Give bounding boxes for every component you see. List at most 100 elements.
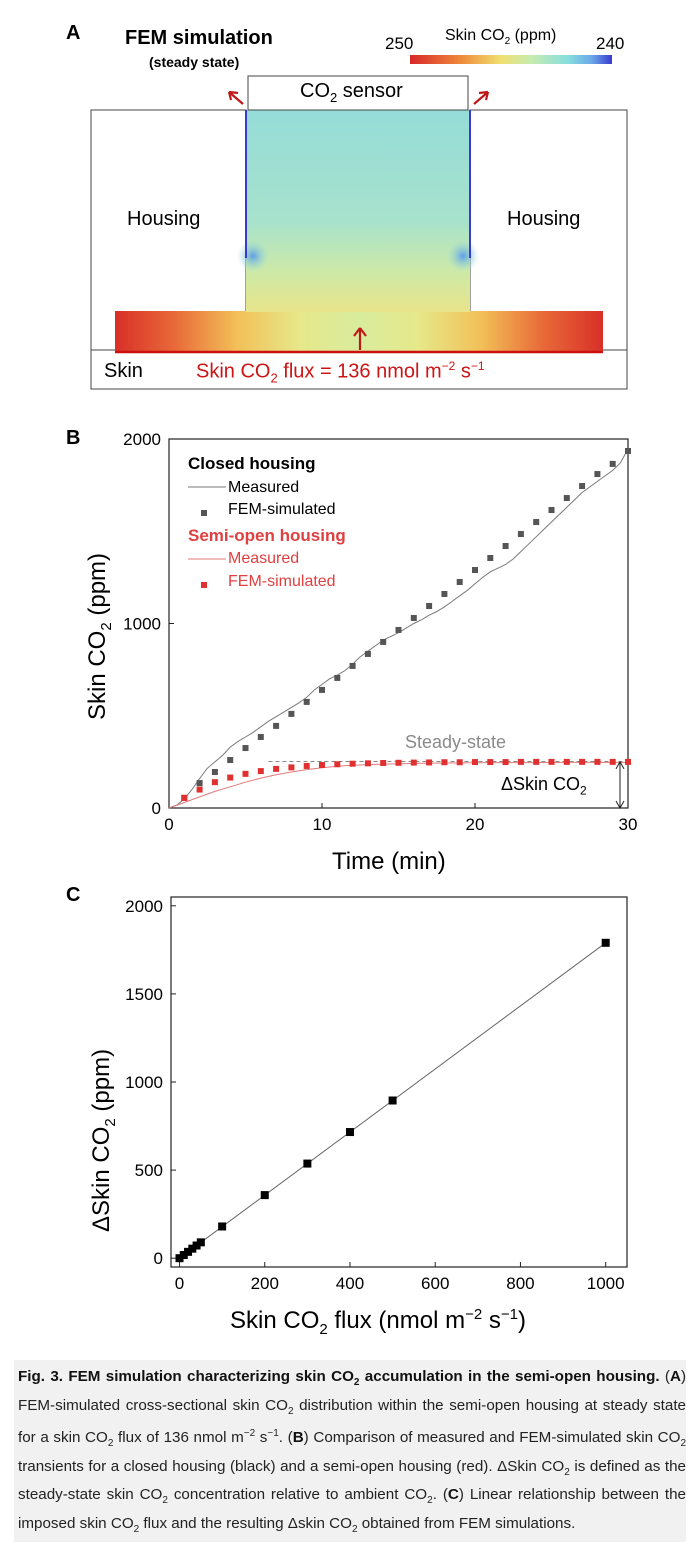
co2-sensor-label: CO2 sensor xyxy=(300,80,403,105)
b-point-closed-sim xyxy=(502,543,509,550)
b-point-closed-sim xyxy=(380,638,387,645)
caption-fig-label: Fig. 3. xyxy=(18,1368,64,1385)
b-point-open-sim xyxy=(548,758,555,765)
c-point xyxy=(179,1251,188,1260)
b-point-closed-sim xyxy=(257,733,264,740)
c-xtick-label: 200 xyxy=(251,1274,279,1293)
b-ytick-label: 2000 xyxy=(123,430,161,449)
panel-b-ylabel: Skin CO2 (ppm) xyxy=(84,552,115,720)
b-point-closed-sim xyxy=(410,614,417,621)
c-ytick-label: 500 xyxy=(135,1161,163,1180)
c-ytick-label: 0 xyxy=(154,1249,163,1268)
b-delta-arrowhead-top xyxy=(615,760,625,770)
c-xtick-label: 800 xyxy=(506,1274,534,1293)
housing-right-label: Housing xyxy=(507,208,581,230)
c-xtick-label: 600 xyxy=(421,1274,449,1293)
c-xtick-label: 0 xyxy=(175,1274,184,1293)
c-point xyxy=(188,1244,197,1253)
b-point-closed-sim xyxy=(288,710,295,717)
b-point-closed-sim xyxy=(533,519,540,526)
caption-title: FEM simulation characterizing skin CO2 a… xyxy=(63,1368,660,1389)
corner-gradient-left xyxy=(237,240,269,272)
b-point-closed-sim xyxy=(303,698,310,705)
b-point-open-sim xyxy=(227,774,234,781)
arrow-icon-right xyxy=(473,90,490,105)
skin-flux-label: Skin CO2 flux = 136 nmol m−2 s−1 xyxy=(196,359,485,386)
b-point-open-sim xyxy=(349,760,356,767)
colorbar xyxy=(410,55,612,64)
colorbar-label: Skin CO2 (ppm) xyxy=(445,27,557,48)
b-point-open-sim xyxy=(472,759,478,766)
b-point-open-sim xyxy=(426,759,433,766)
b-point-closed-sim xyxy=(441,590,448,597)
c-point xyxy=(388,1096,397,1105)
b-point-open-sim xyxy=(625,758,631,765)
b-point-closed-sim xyxy=(196,780,203,787)
b-point-open-sim xyxy=(273,765,280,772)
colorbar-max-label: 240 xyxy=(596,34,625,53)
b-point-closed-sim xyxy=(334,674,341,681)
b-point-closed-sim xyxy=(625,447,631,454)
b-point-open-sim xyxy=(487,759,494,766)
c-ytick-label: 1000 xyxy=(125,1073,163,1092)
panel-c-chart: 0 200 400 600 800 1000 0 500 1000 1500 2000 xyxy=(125,896,628,1293)
annotation-steady-state: Steady-state xyxy=(405,732,507,752)
legend-open-sim: FEM-simulated xyxy=(228,573,336,590)
b-point-open-sim xyxy=(563,758,570,765)
panel-letter-a: A xyxy=(66,22,81,44)
b-point-open-sim xyxy=(257,768,264,775)
b-point-open-sim xyxy=(579,758,586,765)
corner-gradient-right xyxy=(447,240,479,272)
b-legend-marker-closed xyxy=(201,510,207,516)
b-point-open-sim xyxy=(211,779,218,786)
panel-a-figure xyxy=(90,55,628,390)
b-point-open-sim xyxy=(380,759,387,766)
b-xtick-label: 10 xyxy=(313,815,332,834)
legend-closed-sim: FEM-simulated xyxy=(228,501,336,518)
arrow-icon-left xyxy=(227,90,244,105)
b-xtick-label: 30 xyxy=(619,815,638,834)
legend-closed-title: Closed housing xyxy=(188,454,316,473)
b-point-open-sim xyxy=(517,758,524,765)
figure-caption: Fig. 3. FEM simulation characterizing sk… xyxy=(14,1360,686,1542)
co2-sensor-box xyxy=(247,75,469,111)
b-delta-arrowhead-bottom xyxy=(615,800,625,810)
b-point-closed-sim xyxy=(472,566,478,573)
b-point-closed-sim xyxy=(319,686,325,693)
b-point-open-sim xyxy=(364,760,371,767)
b-point-closed-sim xyxy=(426,602,433,609)
b-point-open-sim xyxy=(594,758,601,765)
b-point-closed-sim xyxy=(227,757,234,764)
b-point-open-sim xyxy=(456,759,463,766)
b-point-closed-sim xyxy=(395,626,402,633)
c-ytick-label: 1500 xyxy=(125,985,163,1004)
b-ytick-label: 1000 xyxy=(123,615,161,634)
legend-open-measured: Measured xyxy=(228,550,300,567)
b-point-open-sim xyxy=(502,759,509,766)
annotation-delta-skin: ΔSkin CO2 xyxy=(501,774,587,798)
panel-letter-b: B xyxy=(66,427,81,449)
panel-b-xlabel: Time (min) xyxy=(332,848,446,875)
b-point-closed-sim xyxy=(273,722,280,729)
c-xtick-label: 1000 xyxy=(587,1274,625,1293)
panel-a-title: FEM simulation xyxy=(125,27,273,49)
panel-c-xlabel: Skin CO2 flux (nmol m−2 s−1) xyxy=(230,1306,526,1338)
c-xtick-label: 400 xyxy=(336,1274,364,1293)
panel-c-ylabel: ΔSkin CO2 (ppm) xyxy=(88,1048,119,1232)
b-point-closed-sim xyxy=(594,471,601,478)
b-point-closed-sim xyxy=(456,578,463,585)
arrow-icon-up xyxy=(353,327,367,350)
c-plot-frame xyxy=(170,896,628,1268)
b-point-open-sim xyxy=(242,770,249,777)
b-point-closed-sim xyxy=(364,650,371,657)
housing-right-block xyxy=(469,109,628,351)
b-point-open-sim xyxy=(609,758,616,765)
c-point xyxy=(192,1241,201,1250)
b-point-closed-sim xyxy=(548,507,555,514)
colorbar-min-label: 250 xyxy=(385,34,414,53)
legend-closed-measured: Measured xyxy=(228,479,300,496)
b-xtick-label: 0 xyxy=(164,815,173,834)
c-point xyxy=(345,1128,354,1137)
panel-a-subtitle: (steady state) xyxy=(149,54,240,70)
b-point-open-sim xyxy=(303,762,310,769)
